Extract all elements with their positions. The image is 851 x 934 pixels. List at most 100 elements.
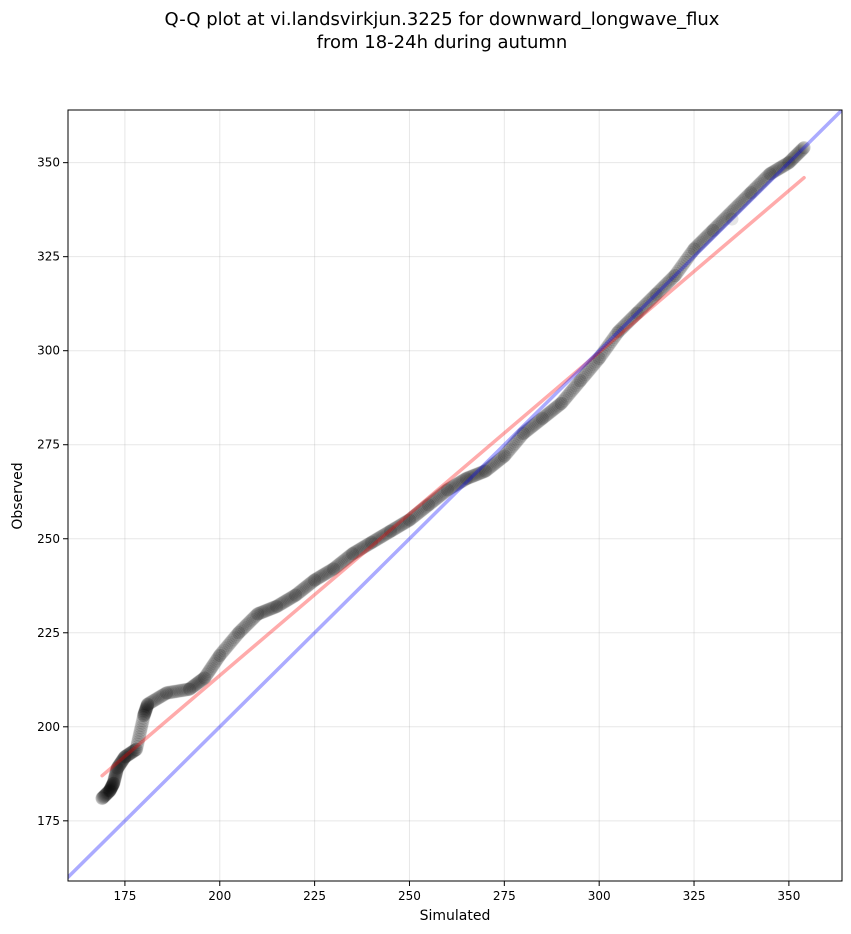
qq-point [768, 163, 783, 178]
qq-quantile-point [706, 223, 720, 237]
qq-point [634, 302, 649, 317]
qq-point [102, 783, 117, 798]
qq-point [782, 154, 797, 169]
qq-point [234, 623, 249, 638]
qq-point [476, 464, 491, 479]
qq-point [231, 625, 246, 640]
qq-point [710, 219, 725, 234]
qq-point [601, 338, 616, 353]
qq-point [102, 784, 117, 799]
qq-point [797, 141, 811, 155]
qq-point [264, 601, 279, 616]
qq-point [208, 654, 223, 669]
qq-point [116, 752, 131, 767]
qq-point [198, 669, 213, 684]
qq-point [410, 506, 425, 521]
qq-point [692, 236, 707, 251]
qq-point [107, 770, 122, 785]
qq-point [646, 289, 661, 304]
qq-point [99, 786, 114, 801]
qq-quantile-point [554, 396, 568, 410]
qq-point [719, 209, 734, 224]
qq-quantile-point [251, 607, 265, 621]
qq-point [403, 511, 418, 526]
qq-point [742, 187, 757, 202]
qq-point [674, 259, 689, 274]
qq-point [115, 753, 130, 768]
qq-point [108, 766, 123, 781]
qq-point [125, 745, 140, 760]
qq-point [733, 196, 748, 211]
qq-point [103, 782, 118, 797]
qq-point [155, 688, 170, 703]
qq-point [365, 534, 380, 549]
qq-point [401, 513, 416, 528]
qq-quantile-point [118, 750, 132, 764]
qq-point [275, 596, 290, 611]
qq-point [299, 579, 314, 594]
qq-point [171, 684, 186, 699]
qq-point [426, 493, 441, 508]
qq-point [787, 150, 802, 165]
qq-point [105, 778, 120, 793]
qq-point [283, 591, 298, 606]
qq-point [704, 224, 719, 239]
qq-point [279, 593, 294, 608]
qq-point [277, 594, 292, 609]
qq-point [357, 539, 372, 554]
qq-point [437, 485, 452, 500]
qq-point [317, 567, 332, 582]
qq-point [103, 781, 118, 796]
qq-point [95, 790, 110, 805]
qq-point [210, 651, 225, 666]
qq-point [104, 779, 119, 794]
qq-point [295, 582, 310, 597]
qq-point [500, 445, 515, 460]
qq-point [529, 415, 544, 430]
qq-point [647, 288, 662, 303]
qq-point [546, 402, 561, 417]
qq-point [116, 751, 131, 766]
qq-point [615, 320, 630, 335]
qq-point [237, 620, 252, 635]
qq-point [288, 588, 303, 603]
qq-point [272, 597, 287, 612]
qq-point [298, 580, 313, 595]
qq-point [792, 144, 807, 159]
qq-point [716, 212, 731, 227]
qq-point [756, 173, 771, 188]
qq-point [172, 683, 187, 698]
qq-point [128, 742, 143, 757]
qq-point [689, 239, 704, 254]
qq-point [238, 619, 253, 634]
qq-point [191, 675, 206, 690]
qq-point [490, 454, 505, 469]
qq-point [494, 451, 509, 466]
qq-quantile-point [649, 287, 663, 301]
qq-point [135, 713, 150, 728]
qq-point [558, 391, 573, 406]
qq-point [129, 739, 144, 754]
qq-point [136, 710, 151, 725]
qq-point [214, 646, 229, 661]
qq-point [159, 685, 174, 700]
qq-point [399, 514, 414, 529]
qq-point [436, 486, 451, 501]
qq-point [786, 151, 801, 166]
qq-point [308, 572, 323, 587]
qq-point [474, 465, 489, 480]
qq-point [510, 432, 525, 447]
qq-point [421, 497, 436, 512]
qq-point [115, 753, 130, 768]
qq-point [197, 670, 212, 685]
qq-point [611, 324, 626, 339]
qq-point [114, 755, 129, 770]
qq-point [508, 436, 523, 451]
qq-point [440, 482, 455, 497]
qq-point [612, 323, 627, 338]
qq-point [577, 368, 592, 383]
qq-point [397, 516, 412, 531]
qq-point [589, 354, 604, 369]
qq-point [363, 536, 378, 551]
qq-point [143, 695, 158, 710]
